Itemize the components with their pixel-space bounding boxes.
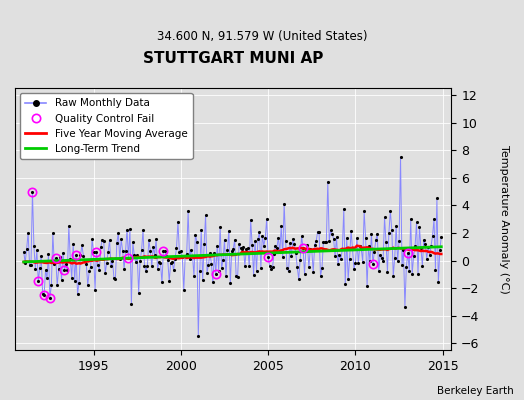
Y-axis label: Temperature Anomaly (°C): Temperature Anomaly (°C) (499, 145, 509, 294)
Title: STUTTGART MUNI AP: STUTTGART MUNI AP (143, 51, 323, 66)
Text: 34.600 N, 91.579 W (United States): 34.600 N, 91.579 W (United States) (157, 30, 367, 43)
Legend: Raw Monthly Data, Quality Control Fail, Five Year Moving Average, Long-Term Tren: Raw Monthly Data, Quality Control Fail, … (20, 93, 192, 159)
Text: Berkeley Earth: Berkeley Earth (437, 386, 514, 396)
